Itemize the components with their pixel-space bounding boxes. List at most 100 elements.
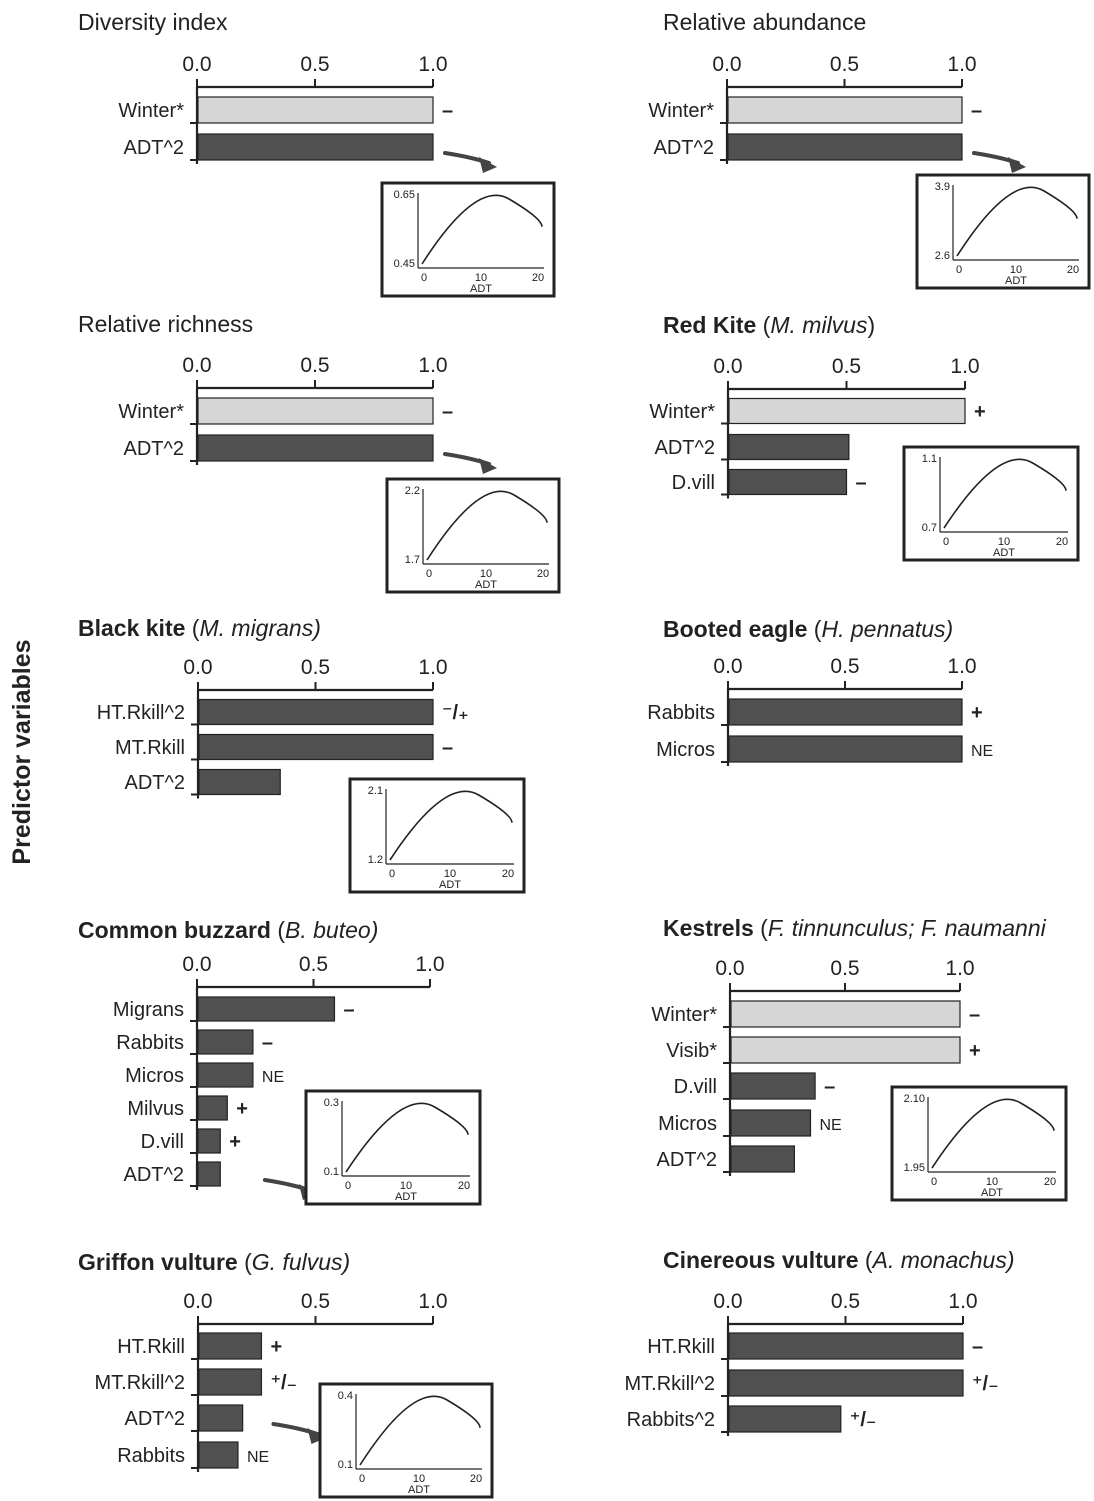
- y-axis-title: Predictor variables: [8, 639, 36, 864]
- bar-label: Migrans: [113, 999, 184, 1021]
- inset-y-tick-label: 1.95: [904, 1162, 925, 1174]
- bar: [198, 1404, 244, 1432]
- inset-x-tick-label: 20: [458, 1180, 470, 1192]
- inset-x-tick-label: 0: [359, 1473, 365, 1485]
- panel-10: Cinereous vulture (A. monachus) 0.0 0.5 1.0…: [625, 1247, 1015, 1436]
- bar-label: HT.Rkill: [117, 1336, 185, 1358]
- bar-label: MT.Rkill^2: [625, 1373, 716, 1395]
- panel-title-plain: (: [271, 917, 285, 943]
- bar-label: ADT^2: [124, 1408, 185, 1430]
- effect-sign: –: [969, 1004, 980, 1026]
- inset-x-label: ADT: [395, 1191, 417, 1203]
- panel-title-plain: (: [756, 312, 770, 338]
- bar-label: Micros: [658, 1113, 717, 1135]
- inset-y-tick-label: 3.9: [935, 181, 950, 193]
- panel-title: Black kite (M. migrans): [78, 615, 321, 641]
- panel-title-bold: Cinereous vulture: [663, 1247, 859, 1273]
- inset-frame: [385, 477, 561, 594]
- inset-frame: [890, 1085, 1068, 1202]
- panel-title-plain: (: [754, 915, 768, 941]
- inset-x-tick-label: 10: [986, 1176, 998, 1188]
- bar-label: HT.Rkill^2: [97, 702, 185, 724]
- x-tick-label: 0.5: [830, 957, 859, 980]
- panel-title-plain: (: [238, 1249, 252, 1275]
- bar-label: Winter*: [118, 401, 184, 423]
- x-tick-label: 0.0: [183, 656, 212, 679]
- panel-title-bold: Kestrels: [663, 915, 754, 941]
- bar: [727, 96, 963, 124]
- effect-sign: –: [442, 100, 453, 122]
- inset-y-tick-label: 2.10: [904, 1093, 925, 1105]
- panel-title-bold: Red Kite: [663, 312, 756, 338]
- effect-sign: NE: [262, 1069, 284, 1086]
- bar-label: Rabbits: [116, 1032, 184, 1054]
- effect-sign: +: [236, 1098, 248, 1120]
- inset-frame: [380, 181, 556, 298]
- panel-title: Griffon vulture (G. fulvus): [78, 1249, 350, 1275]
- bar-label: Visib*: [666, 1040, 717, 1062]
- inset-curve: [359, 1395, 481, 1466]
- panel-title-plain: Relative abundance: [663, 9, 866, 35]
- bar-label: Milvus: [127, 1098, 184, 1120]
- inset-y-tick-label: 0.45: [394, 258, 415, 270]
- bar: [730, 1072, 816, 1100]
- panel-title-italic: M. migrans): [199, 615, 320, 641]
- bar-label: D.vill: [141, 1131, 184, 1153]
- panel-2: Relative abundance 0.0 0.5 1.0 Winter* – ADT^2…: [648, 9, 1091, 290]
- bar: [197, 96, 434, 124]
- bar: [198, 698, 434, 726]
- effect-sign: +: [229, 1131, 241, 1153]
- panel-title: Cinereous vulture (A. monachus): [663, 1247, 1015, 1273]
- x-tick-label: 0.0: [712, 53, 741, 76]
- bar-label: Micros: [125, 1065, 184, 1087]
- x-tick-label: 0.0: [182, 53, 211, 76]
- inset-plot: 2.10 1.95 0 10 20 ADT: [890, 1085, 1068, 1202]
- panel-title: Common buzzard (B. buteo): [78, 917, 378, 943]
- bar: [728, 1332, 964, 1360]
- panel-7: Common buzzard (B. buteo) 0.0 0.5 1.0 Migran…: [78, 917, 482, 1206]
- bar-label: Winter*: [649, 401, 715, 423]
- x-tick-label: 1.0: [950, 355, 979, 378]
- bar: [197, 996, 336, 1022]
- bar: [728, 397, 966, 425]
- bar: [730, 1000, 961, 1028]
- effect-sign: +: [969, 1040, 981, 1062]
- x-tick-label: 0.5: [300, 53, 329, 76]
- x-tick-label: 0.0: [713, 655, 742, 678]
- bar: [730, 1145, 796, 1173]
- inset-x-label: ADT: [475, 579, 497, 591]
- inset-plot: 1.1 0.7 0 10 20 ADT: [902, 445, 1080, 562]
- inset-y-tick-label: 2.2: [405, 485, 420, 497]
- bar-label: ADT^2: [653, 137, 714, 159]
- panel-title-bold: Griffon vulture: [78, 1249, 238, 1275]
- panel-1: Diversity index 0.0 0.5 1.0 Winter* – ADT^2 0.6…: [78, 9, 556, 298]
- inset-x-label: ADT: [408, 1484, 430, 1496]
- bar: [730, 1109, 812, 1137]
- x-tick-label: 0.5: [832, 355, 861, 378]
- effect-sign: ⁺/₋: [972, 1373, 999, 1395]
- bar: [197, 1029, 254, 1055]
- inset-y-tick-label: 0.65: [394, 189, 415, 201]
- panel-title: Relative richness: [78, 311, 253, 337]
- bar-label: Rabbits: [647, 702, 715, 724]
- inset-x-tick-label: 10: [413, 1473, 425, 1485]
- panel-title-plain: Diversity index: [78, 9, 228, 35]
- inset-x-tick-label: 0: [943, 536, 949, 548]
- x-tick-label: 1.0: [418, 53, 447, 76]
- bar: [727, 133, 963, 161]
- effect-sign: +: [974, 401, 986, 423]
- inset-curve: [931, 1098, 1055, 1169]
- x-tick-label: 0.0: [182, 953, 211, 976]
- panel-4: Red Kite (M. milvus) 0.0 0.5 1.0 Winter* + ADT…: [649, 312, 1080, 562]
- inset-x-tick-label: 20: [532, 272, 544, 284]
- inset-plot: 3.9 2.6 0 10 20 ADT: [915, 173, 1091, 290]
- inset-curve: [421, 194, 543, 265]
- x-tick-label: 0.5: [301, 1290, 330, 1313]
- effect-sign: +: [270, 1336, 282, 1358]
- inset-frame: [915, 173, 1091, 290]
- inset-y-tick-label: 1.1: [922, 453, 937, 465]
- effect-sign: –: [442, 401, 453, 423]
- panel-title-plain: (: [859, 1247, 873, 1273]
- panel-3: Relative richness 0.0 0.5 1.0 Winter* – ADT^2 2…: [78, 311, 561, 594]
- bar-label: ADT^2: [123, 438, 184, 460]
